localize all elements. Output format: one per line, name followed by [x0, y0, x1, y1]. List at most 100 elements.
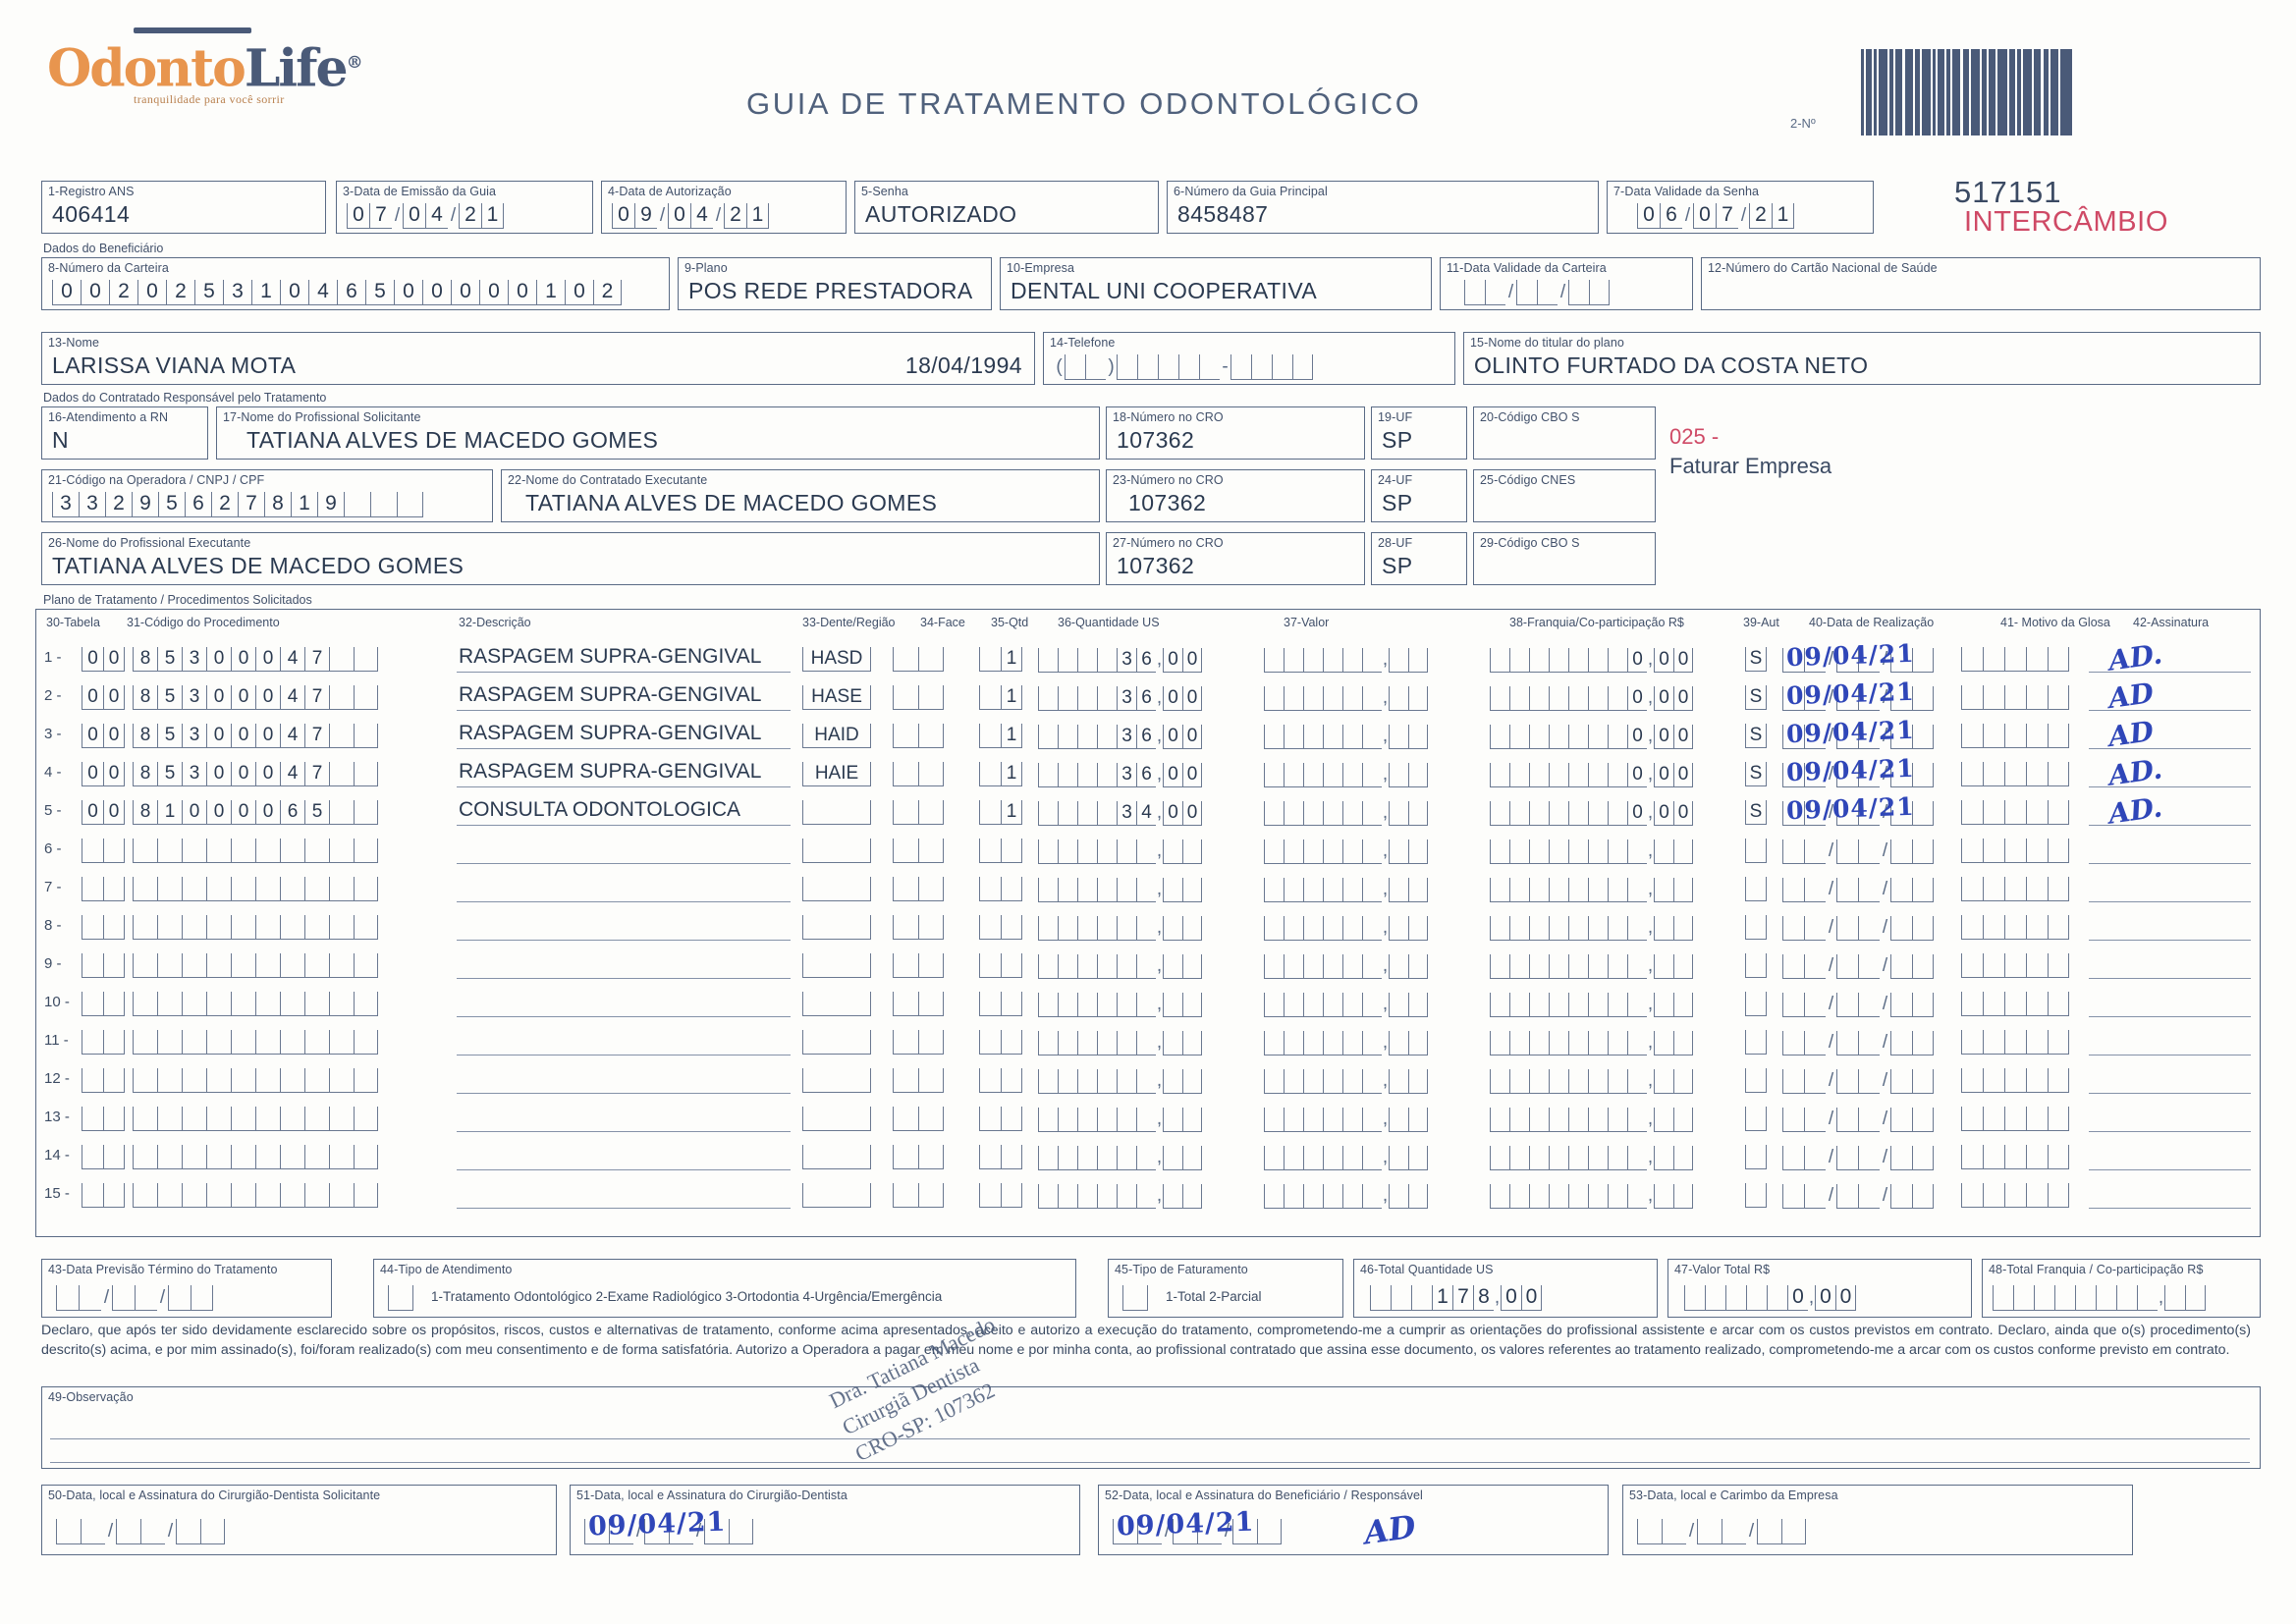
comb-cell[interactable] — [1264, 954, 1284, 979]
comb-cell[interactable]: 2 — [724, 203, 746, 229]
comb-cell[interactable] — [1230, 354, 1251, 380]
cell-comb[interactable] — [1961, 762, 2069, 786]
comb-cell[interactable] — [1323, 763, 1342, 787]
comb-cell[interactable]: 3 — [1117, 686, 1136, 711]
comb-cell[interactable] — [1001, 839, 1022, 863]
comb-cell[interactable] — [231, 992, 255, 1016]
comb-cell[interactable] — [1804, 1069, 1826, 1094]
comb-cell[interactable] — [1608, 686, 1627, 711]
cell-comb[interactable] — [1961, 1030, 2069, 1055]
comb-cell[interactable] — [1323, 801, 1342, 826]
cell-comb[interactable] — [82, 992, 125, 1016]
comb-cell[interactable] — [1490, 763, 1509, 787]
cell-comb[interactable] — [893, 877, 944, 901]
cell-comb[interactable] — [82, 1030, 125, 1055]
comb-cell[interactable] — [133, 915, 157, 940]
comb-cell[interactable] — [280, 1145, 304, 1169]
comb-cell[interactable] — [329, 1068, 354, 1093]
comb-cell[interactable] — [1408, 993, 1428, 1017]
comb-cell[interactable] — [354, 992, 378, 1016]
cell-comb[interactable]: , — [1038, 953, 1202, 979]
comb-cell[interactable] — [133, 839, 157, 863]
comb-cell[interactable] — [1136, 839, 1156, 864]
cell-comb[interactable]: 1 — [979, 800, 1022, 825]
comb-cell[interactable] — [157, 1107, 182, 1131]
comb-cell[interactable] — [1608, 801, 1627, 826]
cell-comb[interactable] — [1745, 1107, 1767, 1131]
comb-cell[interactable] — [1757, 1519, 1781, 1544]
comb-cell[interactable] — [280, 1030, 304, 1055]
field-cro-profissional-executante[interactable]: 27-Número no CRO 107362 — [1106, 532, 1365, 585]
comb-cell[interactable] — [2075, 1285, 2096, 1311]
comb-cell[interactable] — [1097, 801, 1117, 826]
comb-cell[interactable] — [1389, 993, 1408, 1017]
comb-cell[interactable] — [280, 992, 304, 1016]
comb-cell[interactable] — [1804, 993, 1826, 1017]
comb-cell[interactable] — [1804, 1031, 1826, 1056]
comb-cell[interactable]: 0 — [1654, 648, 1673, 673]
comb-cell[interactable] — [133, 1183, 157, 1208]
table-row[interactable]: 5 -0 0 8 1 0 0 0 0 6 5 CONSULTA ODONTOLOGICA 1 3 4, 0 0… — [36, 790, 2260, 831]
comb-cell[interactable] — [1627, 916, 1647, 941]
comb-cell[interactable] — [979, 762, 1001, 786]
dente-regiao-cell[interactable] — [802, 877, 871, 901]
table-row[interactable]: 14 -,,, / / — [36, 1137, 2260, 1175]
comb-cell[interactable]: 0 — [1163, 725, 1182, 749]
comb-cell[interactable] — [133, 1107, 157, 1131]
comb-cell[interactable] — [1983, 762, 2004, 786]
comb-cell[interactable] — [1858, 916, 1880, 941]
comb-cell[interactable] — [1804, 763, 1826, 787]
comb-cell[interactable] — [1782, 1069, 1804, 1094]
comb-cell[interactable] — [1163, 878, 1182, 902]
comb-cell[interactable] — [1568, 648, 1588, 673]
comb-cell[interactable] — [1745, 915, 1767, 940]
comb-cell[interactable] — [893, 1068, 918, 1093]
comb-cell[interactable] — [1608, 954, 1627, 979]
comb-cell[interactable] — [103, 839, 125, 863]
date-comb-signature-53[interactable]: / / — [1637, 1519, 1806, 1544]
comb-cell[interactable] — [1782, 839, 1804, 864]
comb-cell[interactable]: 0 — [1163, 801, 1182, 826]
comb-cell[interactable] — [304, 1107, 329, 1131]
comb-cell[interactable] — [1136, 916, 1156, 941]
cell-comb[interactable] — [893, 839, 944, 863]
comb-cell[interactable] — [1058, 878, 1077, 902]
comb-cell[interactable] — [1122, 1285, 1148, 1311]
comb-cell[interactable] — [893, 839, 918, 863]
comb-cell[interactable] — [1509, 839, 1529, 864]
cell-comb[interactable] — [1961, 877, 2069, 901]
comb-cell[interactable] — [1284, 686, 1303, 711]
comb-cell[interactable]: 6 — [337, 280, 365, 305]
comb-cell[interactable]: 0 — [81, 280, 109, 305]
comb-cell[interactable] — [329, 839, 354, 863]
cell-comb[interactable]: , — [1038, 915, 1202, 941]
comb-cell[interactable] — [1323, 839, 1342, 864]
comb-cell[interactable] — [1509, 954, 1529, 979]
comb-cell[interactable] — [1182, 916, 1202, 941]
comb-cell[interactable] — [1038, 1184, 1058, 1209]
comb-cell[interactable] — [1117, 1108, 1136, 1132]
comb-cell[interactable] — [2048, 1068, 2069, 1093]
comb-cell[interactable] — [2004, 915, 2026, 940]
comb-cell[interactable] — [1038, 839, 1058, 864]
comb-cell[interactable] — [1509, 725, 1529, 749]
comb-cell[interactable] — [1961, 762, 1983, 786]
comb-cell[interactable] — [182, 1068, 206, 1093]
comb-cell[interactable] — [1058, 648, 1077, 673]
comb-cell[interactable] — [1588, 648, 1608, 673]
comb-cell[interactable] — [1264, 839, 1284, 864]
comb-cell[interactable] — [1303, 1108, 1323, 1132]
comb-cell[interactable]: 4 — [1136, 801, 1156, 826]
comb-cell[interactable] — [200, 1519, 225, 1544]
comb-cell[interactable] — [802, 992, 871, 1016]
comb-cell[interactable] — [918, 915, 944, 940]
comb-cell[interactable] — [1001, 1030, 1022, 1055]
comb-cell[interactable]: 3 — [182, 762, 206, 786]
comb-cell[interactable]: 6 — [1660, 203, 1682, 229]
comb-cell[interactable] — [2116, 1285, 2137, 1311]
comb-cell[interactable] — [1568, 916, 1588, 941]
comb-cell[interactable] — [1529, 648, 1549, 673]
